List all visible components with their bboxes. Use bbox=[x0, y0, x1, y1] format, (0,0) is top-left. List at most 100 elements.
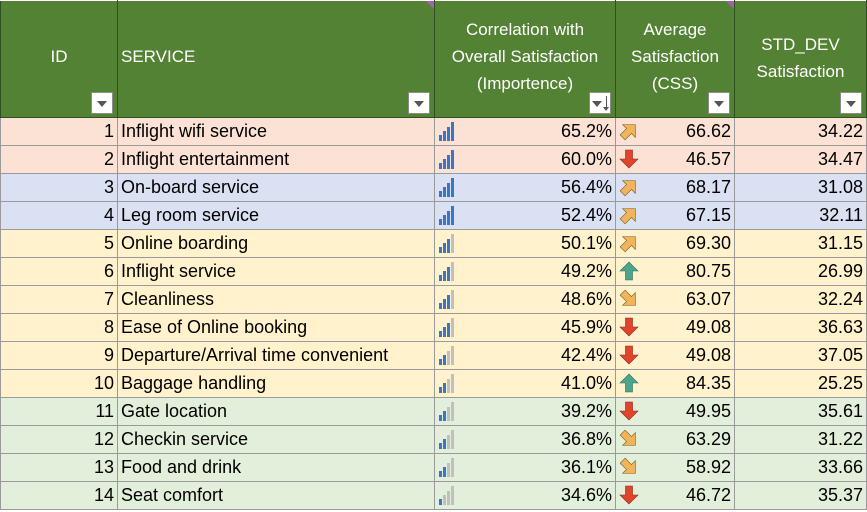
cell-id[interactable]: 14 bbox=[0, 481, 118, 510]
table-row[interactable]: 3 On-board service 56.4% 68.17 31.08 bbox=[0, 173, 867, 202]
table-row[interactable]: 10 Baggage handling 41.0% 84.35 25.25 bbox=[0, 369, 867, 398]
table-row[interactable]: 14 Seat comfort 34.6% 46.72 35.37 bbox=[0, 481, 867, 510]
cell-id[interactable]: 5 bbox=[0, 229, 118, 258]
cell-id[interactable]: 13 bbox=[0, 453, 118, 482]
cell-service[interactable]: Ease of Online booking bbox=[117, 313, 435, 342]
cell-service[interactable]: Checkin service bbox=[117, 425, 435, 454]
cell-service[interactable]: Online boarding bbox=[117, 229, 435, 258]
cell-stddev[interactable]: 31.22 bbox=[734, 425, 867, 454]
cell-service[interactable]: Inflight service bbox=[117, 257, 435, 286]
cell-service[interactable]: Inflight entertainment bbox=[117, 145, 435, 174]
cell-correlation[interactable]: 56.4% bbox=[434, 173, 616, 202]
cell-correlation[interactable]: 60.0% bbox=[434, 145, 616, 174]
cell-service[interactable]: Food and drink bbox=[117, 453, 435, 482]
cell-average[interactable]: 66.62 bbox=[615, 117, 735, 146]
cell-stddev[interactable]: 32.24 bbox=[734, 285, 867, 314]
cell-average[interactable]: 63.29 bbox=[615, 425, 735, 454]
cell-service[interactable]: Inflight wifi service bbox=[117, 117, 435, 146]
cell-id[interactable]: 7 bbox=[0, 285, 118, 314]
cell-stddev[interactable]: 31.15 bbox=[734, 229, 867, 258]
cell-correlation[interactable]: 50.1% bbox=[434, 229, 616, 258]
cell-average[interactable]: 49.08 bbox=[615, 341, 735, 370]
cell-id[interactable]: 2 bbox=[0, 145, 118, 174]
cell-stddev[interactable]: 36.63 bbox=[734, 313, 867, 342]
cell-average[interactable]: 69.30 bbox=[615, 229, 735, 258]
cell-average[interactable]: 84.35 bbox=[615, 369, 735, 398]
cell-correlation[interactable]: 41.0% bbox=[434, 369, 616, 398]
table-row[interactable]: 5 Online boarding 50.1% 69.30 31.15 bbox=[0, 229, 867, 258]
filter-dropdown-button[interactable] bbox=[840, 92, 862, 114]
table-row[interactable]: 2 Inflight entertainment 60.0% 46.57 34.47 bbox=[0, 145, 867, 174]
cell-id[interactable]: 6 bbox=[0, 257, 118, 286]
cell-stddev[interactable]: 26.99 bbox=[734, 257, 867, 286]
cell-correlation[interactable]: 34.6% bbox=[434, 481, 616, 510]
average-value: 84.35 bbox=[685, 373, 731, 393]
cell-stddev[interactable]: 32.11 bbox=[734, 201, 867, 230]
cell-service[interactable]: Baggage handling bbox=[117, 369, 435, 398]
cell-correlation[interactable]: 36.1% bbox=[434, 453, 616, 482]
table-row[interactable]: 8 Ease of Online booking 45.9% 49.08 36.63 bbox=[0, 313, 867, 342]
cell-average[interactable]: 63.07 bbox=[615, 285, 735, 314]
signal-bar-segment bbox=[447, 379, 450, 393]
arrow-up-right-icon bbox=[619, 180, 636, 197]
cell-id[interactable]: 11 bbox=[0, 397, 118, 426]
cell-stddev[interactable]: 35.37 bbox=[734, 481, 867, 510]
cell-average[interactable]: 49.08 bbox=[615, 313, 735, 342]
cell-correlation[interactable]: 36.8% bbox=[434, 425, 616, 454]
cell-average[interactable]: 46.57 bbox=[615, 145, 735, 174]
table-row[interactable]: 1 Inflight wifi service 65.2% 66.62 34.22 bbox=[0, 117, 867, 146]
cell-id[interactable]: 8 bbox=[0, 313, 118, 342]
cell-average[interactable]: 46.72 bbox=[615, 481, 735, 510]
cell-service[interactable]: Cleanliness bbox=[117, 285, 435, 314]
header-correlation-line1: Correlation with bbox=[465, 19, 585, 39]
cell-stddev[interactable]: 33.66 bbox=[734, 453, 867, 482]
signal-bar-segment bbox=[451, 150, 454, 169]
cell-id[interactable]: 4 bbox=[0, 201, 118, 230]
table-row[interactable]: 4 Leg room service 52.4% 67.15 32.11 bbox=[0, 201, 867, 230]
cell-service[interactable]: On-board service bbox=[117, 173, 435, 202]
table-row[interactable]: 9 Departure/Arrival time convenient 42.4% 4… bbox=[0, 341, 867, 370]
table-row[interactable]: 6 Inflight service 49.2% 80.75 26.99 bbox=[0, 257, 867, 286]
cell-stddev[interactable]: 35.61 bbox=[734, 397, 867, 426]
cell-service[interactable]: Departure/Arrival time convenient bbox=[117, 341, 435, 370]
cell-id[interactable]: 12 bbox=[0, 425, 118, 454]
header-average-line3: (CSS) bbox=[651, 73, 699, 93]
cell-correlation[interactable]: 45.9% bbox=[434, 313, 616, 342]
cell-correlation-wrap: 50.1% bbox=[436, 231, 615, 257]
cell-average-wrap: 66.62 bbox=[617, 119, 734, 145]
table-row[interactable]: 11 Gate location 39.2% 49.95 35.61 bbox=[0, 397, 867, 426]
cell-service[interactable]: Seat comfort bbox=[117, 481, 435, 510]
cell-service[interactable]: Leg room service bbox=[117, 201, 435, 230]
cell-correlation[interactable]: 49.2% bbox=[434, 257, 616, 286]
cell-stddev[interactable]: 34.22 bbox=[734, 117, 867, 146]
cell-id[interactable]: 1 bbox=[0, 117, 118, 146]
cell-average[interactable]: 68.17 bbox=[615, 173, 735, 202]
cell-correlation[interactable]: 65.2% bbox=[434, 117, 616, 146]
cell-correlation[interactable]: 52.4% bbox=[434, 201, 616, 230]
cell-stddev[interactable]: 37.05 bbox=[734, 341, 867, 370]
cell-average[interactable]: 49.95 bbox=[615, 397, 735, 426]
cell-average[interactable]: 67.15 bbox=[615, 201, 735, 230]
arrow-up-icon bbox=[619, 373, 639, 393]
signal-bar-segment bbox=[443, 187, 446, 197]
cell-correlation[interactable]: 48.6% bbox=[434, 285, 616, 314]
cell-id[interactable]: 10 bbox=[0, 369, 118, 398]
cell-stddev[interactable]: 25.25 bbox=[734, 369, 867, 398]
cell-stddev[interactable]: 34.47 bbox=[734, 145, 867, 174]
cell-average[interactable]: 80.75 bbox=[615, 257, 735, 286]
cell-service[interactable]: Gate location bbox=[117, 397, 435, 426]
sort-filter-button[interactable] bbox=[589, 92, 611, 114]
cell-id[interactable]: 9 bbox=[0, 341, 118, 370]
signal-bar-segment bbox=[439, 415, 442, 421]
filter-dropdown-button[interactable] bbox=[408, 92, 430, 114]
cell-correlation[interactable]: 42.4% bbox=[434, 341, 616, 370]
cell-stddev[interactable]: 31.08 bbox=[734, 173, 867, 202]
table-row[interactable]: 7 Cleanliness 48.6% 63.07 32.24 bbox=[0, 285, 867, 314]
cell-average[interactable]: 58.92 bbox=[615, 453, 735, 482]
table-row[interactable]: 13 Food and drink 36.1% 58.92 33.66 bbox=[0, 453, 867, 482]
cell-correlation[interactable]: 39.2% bbox=[434, 397, 616, 426]
filter-dropdown-button[interactable] bbox=[708, 92, 730, 114]
table-row[interactable]: 12 Checkin service 36.8% 63.29 31.22 bbox=[0, 425, 867, 454]
filter-dropdown-button[interactable] bbox=[91, 92, 113, 114]
cell-id[interactable]: 3 bbox=[0, 173, 118, 202]
